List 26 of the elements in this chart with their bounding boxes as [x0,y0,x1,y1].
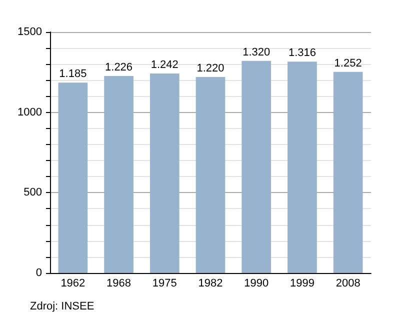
x-tick-label: 1999 [290,278,314,290]
data-label: 1.320 [242,46,270,58]
data-label: 1.226 [105,62,133,74]
y-tick-label: 500 [24,186,42,199]
bar [150,73,180,273]
y-tick-label: 1000 [18,106,42,118]
x-tick-label: 1962 [60,278,86,290]
data-label: 1.220 [196,62,224,74]
y-tick-label: 1500 [18,26,42,38]
x-tick-label: 2008 [336,278,360,290]
x-tick-label: 1990 [244,278,269,290]
x-tick-label: 1975 [152,278,177,290]
bar [333,72,363,273]
bar [104,76,134,273]
data-label: 1.185 [59,68,87,80]
bar [288,62,317,273]
bar [242,60,272,273]
data-label: 1.316 [288,47,316,60]
y-tick-label: 0 [36,267,42,279]
x-tick-label: 1982 [198,278,223,290]
bar [58,82,88,273]
x-tick-label: 1968 [106,278,132,290]
text: Zdroj: INSEE [30,300,94,312]
data-label: 1.242 [150,58,178,71]
bar [196,76,226,273]
data-label: 1.252 [334,57,362,70]
